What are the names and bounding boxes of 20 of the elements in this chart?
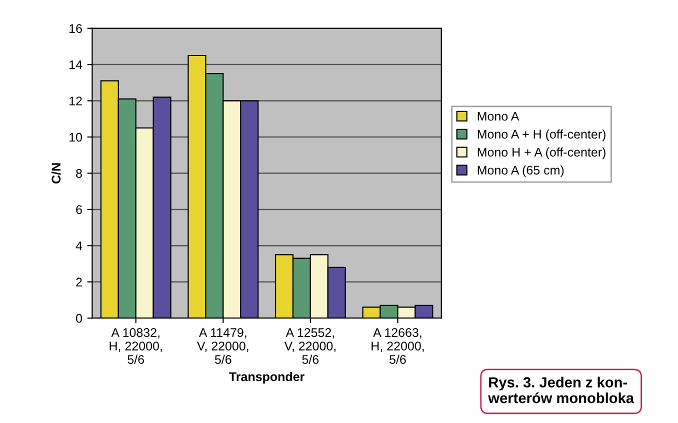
y-tick-label: 12 — [70, 96, 82, 106]
x-tick-label: A 12663, H, 22000, 5/6 — [372, 328, 424, 364]
y-tick-label: 0 — [76, 314, 82, 323]
x-tick-label: A 12552, V, 22000, 5/6 — [284, 328, 336, 364]
y-tick-label: 4 — [76, 242, 82, 250]
x-axis-title: Transponder — [229, 372, 304, 384]
legend-label: Mono A (65 cm) — [478, 165, 564, 178]
y-tick-label: 6 — [76, 205, 82, 214]
legend-label: Mono H + A (off-center) — [478, 147, 606, 160]
y-tick-label: 10 — [70, 132, 82, 142]
legend-label: Mono A — [478, 112, 520, 121]
y-tick-label: 2 — [76, 278, 82, 286]
text: Rys. 3. Jeden z kon- werterów monobloka — [488, 376, 634, 404]
y-tick-label: 8 — [76, 169, 82, 178]
y-tick-label: 14 — [70, 60, 82, 70]
y-tick-label: 16 — [70, 24, 82, 33]
y-axis-title: C/N — [51, 163, 61, 184]
legend-label: Mono A + H (off-center) — [478, 129, 606, 142]
x-tick-label: A 10832, H, 22000, 5/6 — [110, 328, 162, 364]
x-tick-label: A 11479, V, 22000, 5/6 — [197, 328, 248, 364]
